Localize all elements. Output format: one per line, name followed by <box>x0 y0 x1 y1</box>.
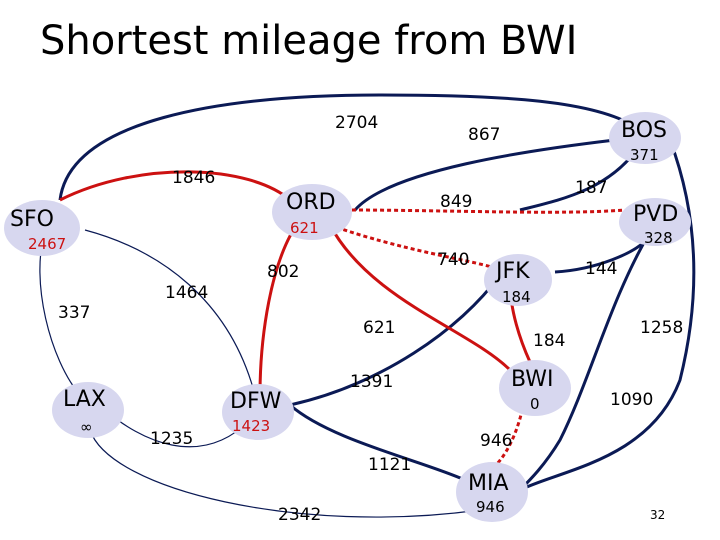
edge-ord-dfw <box>258 219 302 396</box>
node-bos-dist: 371 <box>630 146 659 164</box>
weight-dfw-jfk: 1391 <box>350 372 393 392</box>
node-mia-name: MIA <box>468 471 509 496</box>
weight-jfk-bwi: 184 <box>533 331 565 351</box>
node-lax-shape <box>52 382 124 438</box>
weight-bos-mia: 1258 <box>640 318 683 338</box>
edge-lax-mia <box>89 429 481 518</box>
weight-dfw-mia: 1121 <box>368 455 411 475</box>
node-mia-dist: 946 <box>476 498 505 516</box>
edge-pvd-mia <box>518 231 652 492</box>
edge-sfo-dfw <box>84 229 256 396</box>
node-jfk-shape <box>484 254 552 306</box>
weight-ord-pvd: 849 <box>440 192 472 212</box>
node-sfo-shape <box>4 200 80 256</box>
edge-ord-pvd <box>344 208 626 214</box>
weight-ord-dfw: 802 <box>267 262 299 282</box>
edge-dfw-jfk <box>289 274 502 407</box>
edge-bos-mia <box>519 139 696 492</box>
node-sfo-dist: 2467 <box>28 235 66 253</box>
node-bos-name: BOS <box>621 118 667 143</box>
weight-sfo-lax: 337 <box>58 303 90 323</box>
weight-ord-bos: 867 <box>468 125 500 145</box>
node-pvd-dist: 328 <box>644 229 673 247</box>
edge-dfw-mia <box>289 403 466 482</box>
weight-ord-jfk: 740 <box>437 250 469 270</box>
node-ord-shape <box>272 184 352 240</box>
node-pvd-shape <box>619 198 691 246</box>
node-bos-shape <box>609 112 681 164</box>
edge-ord-jfk <box>329 223 496 270</box>
node-ord-dist: 621 <box>290 219 319 237</box>
slide-title: Shortest mileage from BWI <box>40 18 578 64</box>
weight-ord-bwi: 621 <box>363 318 395 338</box>
node-lax-dist: ∞ <box>80 418 93 436</box>
weight-jfk-bos: 187 <box>575 178 607 198</box>
edge-sfo-bos <box>58 93 641 201</box>
node-dfw-shape <box>222 384 294 440</box>
edge-ord-bos <box>353 138 616 211</box>
weight-sfo-ord: 1846 <box>172 168 215 188</box>
slide-number: 32 <box>650 508 666 522</box>
node-mia-shape <box>456 462 528 522</box>
weight-pvd-jfk: 144 <box>585 259 617 279</box>
node-dfw-name: DFW <box>230 389 282 414</box>
node-jfk-dist: 184 <box>502 288 531 306</box>
edge-sfo-ord <box>59 170 291 202</box>
weight-pvd-mia: 1090 <box>610 390 653 410</box>
weight-lax-mia: 2342 <box>278 505 321 525</box>
node-bwi-dist: 0 <box>530 395 540 413</box>
weight-bwi-mia: 946 <box>480 431 512 451</box>
weight-sfo-dfw: 1464 <box>165 283 208 303</box>
node-bwi-name: BWI <box>511 367 554 392</box>
weight-lax-dfw: 1235 <box>150 429 193 449</box>
node-dfw-dist: 1423 <box>232 417 270 435</box>
node-pvd-name: PVD <box>633 202 678 227</box>
edge-ord-bwi <box>328 224 512 372</box>
node-ord-name: ORD <box>286 190 336 215</box>
node-lax-name: LAX <box>63 387 106 412</box>
node-jfk-name: JFK <box>494 259 530 284</box>
node-bwi-shape <box>499 360 571 416</box>
weight-sfo-bos: 2704 <box>335 113 378 133</box>
node-sfo-name: SFO <box>10 207 54 232</box>
